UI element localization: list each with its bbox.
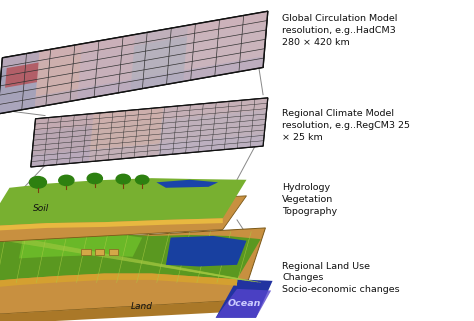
Text: Ocean: Ocean bbox=[228, 299, 261, 308]
Polygon shape bbox=[31, 98, 268, 167]
Polygon shape bbox=[1, 11, 268, 69]
Text: Regional Climate Model
resolution, e.g..RegCM3 25
× 25 km: Regional Climate Model resolution, e.g..… bbox=[282, 109, 410, 142]
Polygon shape bbox=[0, 56, 264, 114]
Polygon shape bbox=[216, 289, 271, 318]
Polygon shape bbox=[158, 98, 268, 155]
Polygon shape bbox=[0, 218, 223, 231]
Polygon shape bbox=[34, 98, 268, 131]
Polygon shape bbox=[130, 25, 188, 91]
Polygon shape bbox=[0, 273, 237, 289]
Polygon shape bbox=[166, 236, 246, 266]
Polygon shape bbox=[19, 232, 142, 258]
Polygon shape bbox=[31, 134, 264, 167]
Polygon shape bbox=[0, 178, 246, 226]
Circle shape bbox=[136, 175, 149, 184]
Text: Global Circulation Model
resolution, e.g..HadCM3
280 × 420 km: Global Circulation Model resolution, e.g… bbox=[282, 14, 397, 47]
Polygon shape bbox=[9, 188, 38, 209]
Text: Hydrology
Vegetation
Topography: Hydrology Vegetation Topography bbox=[282, 183, 337, 216]
Polygon shape bbox=[0, 230, 261, 282]
Polygon shape bbox=[0, 196, 246, 242]
Polygon shape bbox=[0, 300, 242, 321]
Polygon shape bbox=[216, 279, 273, 318]
Text: Land: Land bbox=[131, 302, 153, 311]
Circle shape bbox=[87, 173, 102, 184]
Polygon shape bbox=[0, 51, 39, 114]
Bar bbox=[95, 249, 104, 255]
Polygon shape bbox=[89, 107, 163, 162]
Circle shape bbox=[29, 177, 46, 188]
Polygon shape bbox=[183, 11, 268, 81]
Polygon shape bbox=[31, 218, 45, 222]
Bar bbox=[81, 249, 91, 255]
Polygon shape bbox=[5, 63, 38, 88]
Circle shape bbox=[59, 175, 74, 186]
Polygon shape bbox=[31, 114, 93, 167]
Bar bbox=[109, 249, 118, 255]
Polygon shape bbox=[14, 218, 66, 239]
Polygon shape bbox=[156, 180, 218, 188]
Polygon shape bbox=[35, 44, 82, 108]
Polygon shape bbox=[0, 223, 47, 238]
Polygon shape bbox=[0, 11, 268, 114]
Text: Soil: Soil bbox=[33, 204, 49, 213]
Circle shape bbox=[116, 174, 130, 184]
Polygon shape bbox=[77, 35, 135, 100]
Text: Regional Land Use
Changes
Socio-economic changes: Regional Land Use Changes Socio-economic… bbox=[282, 262, 400, 294]
Polygon shape bbox=[0, 228, 265, 316]
